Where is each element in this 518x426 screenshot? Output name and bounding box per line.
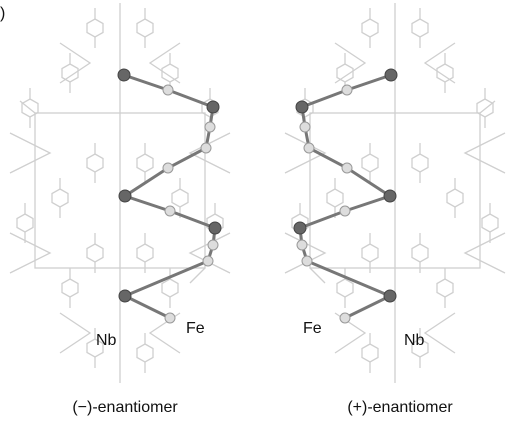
caption: (+)-enantiomer [347, 399, 453, 416]
caption: (−)-enantiomer [72, 399, 178, 416]
figure: ) Nb Fe Fe Nb (−)-enantiomer (+)-enantio… [0, 0, 518, 426]
atom-label: Fe [303, 320, 322, 337]
atom-label: Nb [404, 332, 425, 349]
atom-label: Nb [96, 332, 117, 349]
panel-label: ) [0, 5, 5, 22]
atom-label: Fe [186, 320, 205, 337]
